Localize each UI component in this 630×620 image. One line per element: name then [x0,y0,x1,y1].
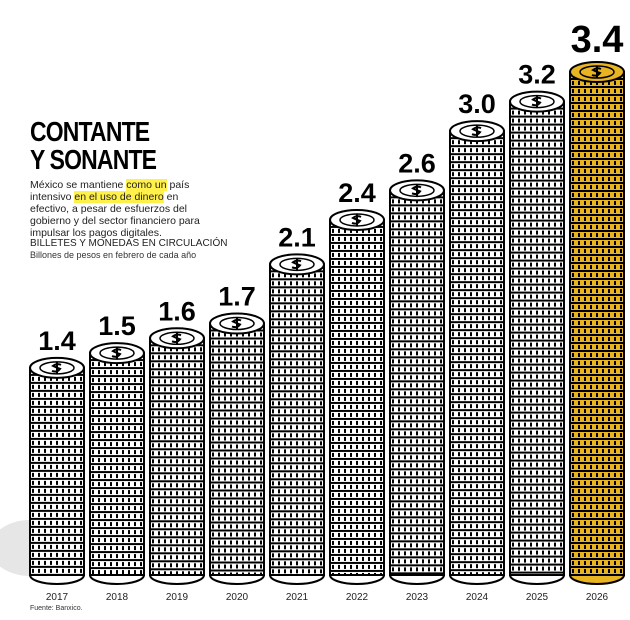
x-tick-label: 2022 [346,592,369,603]
x-tick-label: 2017 [46,592,69,603]
x-tick-label: 2020 [226,592,249,603]
stack-body [149,337,205,577]
coin-symbol [231,317,242,330]
description-part: como un [126,179,167,191]
coin-stack [329,208,385,585]
chart-title: CONTANTE Y SONANTE [30,116,157,175]
value-label: 2.4 [338,178,376,208]
title-line: CONTANTE [30,116,150,147]
source: Fuente: Banxico. [30,605,83,612]
value-label: 2.6 [398,148,436,178]
coin-stack [509,90,565,585]
value-label: 2.1 [278,222,316,252]
stack-body [509,100,565,577]
x-tick-label: 2024 [466,592,489,603]
stack-body [389,189,445,576]
coin-symbol [591,66,602,78]
stack-body [209,322,265,576]
description-part: país intensivo [30,179,190,203]
coin-stack [389,179,445,585]
x-tick-label: 2019 [166,592,189,603]
value-label: 1.5 [98,311,136,341]
x-tick-label: 2023 [406,592,429,603]
coin-stack [29,356,85,585]
x-tick-label: 2025 [526,592,549,603]
coin-stack [449,120,505,585]
value-label: 3.4 [571,19,624,61]
coin-symbol [411,184,422,197]
coin-stack [149,327,205,585]
stack-body [29,366,85,576]
coin-symbol [471,125,482,138]
coin-stack [209,312,265,585]
coin-symbol [531,95,542,108]
coin-stack [569,61,625,585]
stack-body [449,130,505,576]
stack-body [329,218,385,577]
value-label: 1.7 [218,282,256,312]
value-label: 1.6 [158,296,196,326]
description-part: en efectivo, a pesar de esfuerzos del go… [30,191,200,239]
coin-symbol [291,258,302,271]
description-part: México se mantiene [30,179,127,191]
stack-body [269,263,325,576]
x-tick-label: 2018 [106,592,129,603]
x-tick-label: 2026 [586,592,609,603]
coin-symbol [171,332,182,345]
description: México se mantiene como un país intensiv… [30,179,220,239]
value-label: 1.4 [38,326,76,356]
description-part: en el uso de dinero [74,191,164,203]
coin-symbol [111,347,122,360]
coin-symbol [51,361,62,374]
subtitle: BILLETES Y MONEDAS EN CIRCULACIÓN [30,238,228,249]
title-line: Y SONANTE [30,144,157,175]
coin-symbol [351,213,362,226]
coin-stack [89,342,145,585]
stack-body [569,71,625,576]
value-label: 3.0 [458,89,496,119]
x-tick-label: 2021 [286,592,309,603]
value-label: 3.2 [518,60,556,90]
units: Billones de pesos en febrero de cada año [30,250,197,260]
coin-stack [269,253,325,585]
stack-body [89,352,145,576]
